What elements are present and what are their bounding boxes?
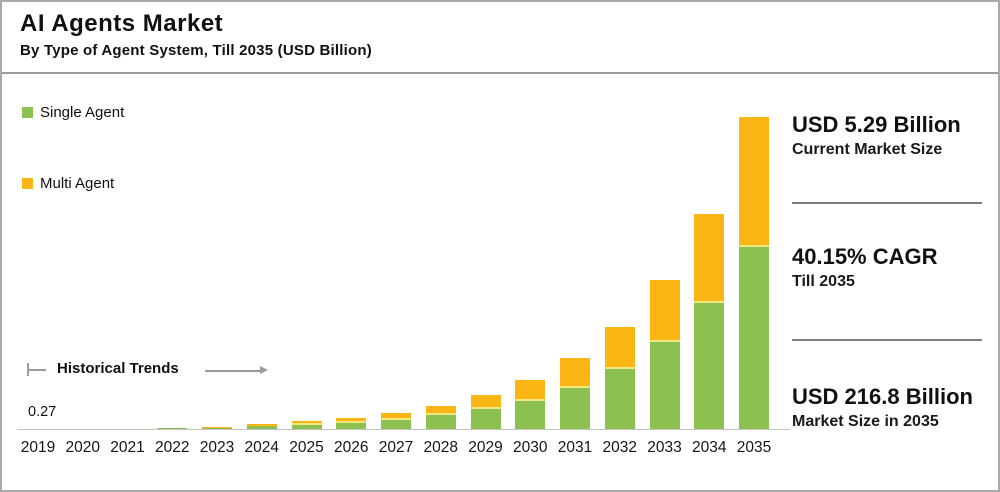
stat-cagr: 40.15% CAGR Till 2035	[792, 244, 992, 291]
bar-2023-single-agent-segment	[202, 428, 232, 429]
bar-2028-segment-separator	[425, 413, 456, 416]
multi-agent-swatch-icon	[22, 178, 33, 189]
bar-2034-segment-separator	[694, 301, 725, 303]
x-axis-label-2034: 2034	[692, 439, 727, 456]
bar-2022-multi-agent-segment	[157, 427, 188, 429]
stat-current-market-size: USD 5.29 Billion Current Market Size	[792, 112, 992, 159]
x-axis-label-2020: 2020	[65, 439, 100, 456]
bar-2026-single-agent-segment	[336, 422, 367, 429]
bar-2022	[157, 427, 188, 429]
x-axis-label-2029: 2029	[468, 439, 503, 456]
stat-value: USD 5.29 Billion	[792, 112, 961, 137]
stat-caption: Current Market Size	[792, 141, 943, 158]
bar-2025	[291, 421, 322, 429]
bar-2027	[381, 413, 411, 429]
stat-caption: Till 2035	[792, 273, 855, 290]
bar-2027-multi-agent-segment	[381, 413, 411, 418]
header-divider	[2, 72, 998, 74]
x-axis-label-2033: 2033	[647, 439, 682, 456]
x-axis-label-2019: 2019	[20, 439, 56, 456]
bar-2028	[425, 405, 456, 429]
bar-2033-single-agent-segment	[649, 342, 680, 429]
right-arrow-icon	[260, 366, 268, 374]
bar-2034-multi-agent-segment	[694, 213, 725, 301]
stat-value: USD 216.8 Billion	[792, 384, 973, 409]
x-axis-label-2031: 2031	[557, 439, 593, 456]
x-axis-label-2024: 2024	[244, 439, 279, 456]
single-agent-swatch-icon	[22, 107, 33, 118]
bar-2029-single-agent-segment	[470, 409, 501, 429]
bar-2032-segment-separator	[604, 367, 635, 370]
bar-2033-segment-separator	[649, 340, 680, 342]
legend-label-multi-agent: Multi Agent	[40, 175, 115, 192]
bar-2029	[470, 395, 501, 429]
x-axis-label-2027: 2027	[378, 439, 414, 456]
bar-2024-multi-agent-segment	[246, 423, 277, 426]
bar-2031-single-agent-segment	[560, 387, 590, 429]
bar-2028-single-agent-segment	[425, 415, 456, 429]
bar-2029-segment-separator	[470, 407, 501, 410]
legend-label-single-agent: Single Agent	[40, 104, 125, 121]
bar-2035	[739, 117, 769, 429]
bar-2029-multi-agent-segment	[470, 395, 501, 408]
historical-trends-left-dash	[28, 369, 46, 371]
bar-2025-segment-separator	[291, 422, 322, 425]
bar-2022-single-agent-segment	[157, 428, 188, 429]
bar-2030	[515, 380, 546, 429]
bar-2023	[202, 427, 232, 429]
x-axis-label-2022: 2022	[155, 439, 190, 456]
legend-item-multi-agent: Multi Agent	[22, 175, 114, 192]
x-axis-label-2026: 2026	[334, 439, 369, 456]
x-axis-label-2030: 2030	[513, 439, 548, 456]
bar-2027-segment-separator	[381, 417, 411, 420]
bar-2031-multi-agent-segment	[560, 358, 590, 386]
chart-subtitle: By Type of Agent System, Till 2035 (USD …	[20, 42, 372, 59]
legend-item-single-agent: Single Agent	[22, 104, 124, 121]
x-axis-label-2021: 2021	[110, 439, 145, 456]
x-axis-label-2032: 2032	[602, 439, 637, 456]
bar-2034-single-agent-segment	[694, 303, 725, 429]
bar-2035-multi-agent-segment	[739, 117, 769, 245]
bar-2030-segment-separator	[515, 398, 546, 401]
bar-2031-segment-separator	[560, 385, 590, 388]
bar-2032	[604, 326, 635, 429]
bar-2034	[694, 213, 725, 429]
first-year-value-label: 0.27	[28, 404, 57, 420]
stat-market-size-2035: USD 216.8 Billion Market Size in 2035	[792, 384, 992, 431]
bar-2033-multi-agent-segment	[649, 280, 680, 340]
stat-divider	[792, 339, 982, 341]
bar-2025-multi-agent-segment	[291, 421, 322, 423]
bar-2030-multi-agent-segment	[515, 380, 546, 399]
stat-divider	[792, 202, 982, 204]
bar-2026-multi-agent-segment	[336, 417, 367, 421]
bar-2023-multi-agent-segment	[202, 427, 232, 429]
stat-caption: Market Size in 2035	[792, 413, 939, 430]
stat-value: 40.15% CAGR	[792, 244, 938, 269]
bar-2035-segment-separator	[739, 244, 769, 247]
bar-2026-segment-separator	[336, 420, 367, 423]
bar-2026	[336, 417, 367, 429]
bar-2031	[560, 358, 590, 429]
bar-2032-single-agent-segment	[604, 369, 635, 429]
bar-2025-single-agent-segment	[291, 424, 322, 429]
bar-2027-single-agent-segment	[381, 419, 411, 429]
bar-2028-multi-agent-segment	[425, 405, 456, 414]
historical-trends-label: Historical Trends	[57, 360, 179, 377]
x-axis-label-2028: 2028	[423, 439, 458, 456]
x-axis-label-2025: 2025	[289, 439, 324, 456]
bar-2024-single-agent-segment	[246, 425, 277, 429]
bar-2024	[246, 423, 277, 429]
bar-2032-multi-agent-segment	[604, 326, 635, 368]
bar-2033	[649, 280, 680, 429]
x-axis-label-2023: 2023	[199, 439, 235, 456]
bar-2035-single-agent-segment	[739, 246, 769, 429]
page-title: AI Agents Market	[20, 10, 224, 37]
historical-trends-arrow-line	[205, 370, 261, 372]
x-axis-label-2035: 2035	[736, 439, 772, 456]
bar-2030-single-agent-segment	[515, 400, 546, 429]
x-axis-line	[17, 429, 790, 430]
